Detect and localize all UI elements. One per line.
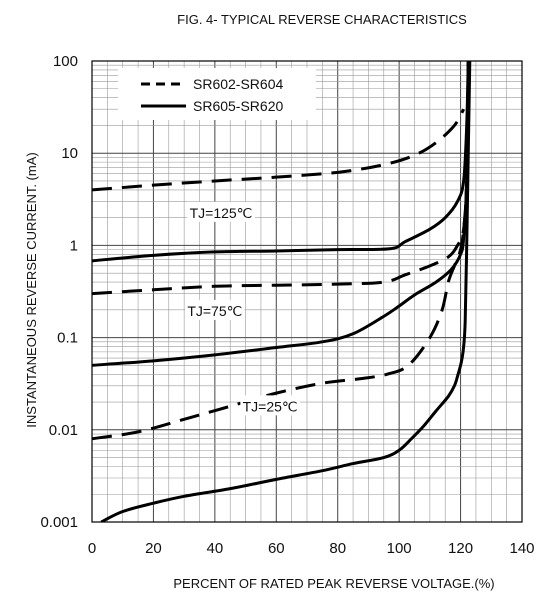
annotation-background: [185, 299, 245, 320]
legend-label-solid: SR605-SR620: [193, 98, 283, 114]
legend-label-dashed: SR602-SR604: [193, 76, 283, 92]
series-line-dashed-5: [92, 61, 470, 441]
y-tick-label: 10: [61, 145, 78, 162]
x-tick-label: 20: [145, 540, 162, 557]
series-line-dashed-1: [92, 108, 465, 192]
data-series: [92, 61, 472, 522]
annotation-background: [240, 395, 300, 416]
y-axis-label: INSTANTANEOUS REVERSE CURRENT. (mA): [24, 152, 39, 427]
x-tick-label: 60: [268, 540, 285, 557]
temperature-annotation: TJ=125℃: [190, 205, 253, 221]
grid-lines: [92, 61, 522, 522]
temperature-annotation: TJ=25℃: [243, 398, 298, 414]
series-line-solid-2: [92, 61, 470, 263]
x-tick-label: 80: [329, 540, 346, 557]
annotation-background: [186, 201, 256, 222]
chart-title: FIG. 4- TYPICAL REVERSE CHARACTERISTICS: [177, 12, 467, 27]
x-tick-label: 40: [207, 540, 224, 557]
chart-legend: SR602-SR604 SR605-SR620: [118, 68, 316, 120]
temperature-annotations: TJ=125℃ TJ=75℃ TJ=25℃: [185, 201, 300, 416]
x-tick-label: 0: [88, 540, 96, 557]
x-tick-label: 100: [387, 540, 412, 557]
temperature-annotation: TJ=75℃: [187, 303, 242, 319]
y-tick-label: 0.001: [40, 514, 78, 531]
y-tick-label: 100: [53, 53, 78, 70]
x-tick-label: 120: [448, 540, 473, 557]
y-tick-label: 0.1: [57, 330, 78, 347]
x-tick-labels: 0 20 40 60 80 100 120 140: [88, 540, 535, 557]
y-tick-labels: 0.001 0.01 0.1 1 10 100: [40, 53, 78, 531]
y-tick-label: 0.01: [49, 422, 78, 439]
plot-area-frame: [91, 60, 523, 523]
legend-box: [118, 68, 316, 120]
series-line-solid-6: [100, 61, 472, 522]
x-axis-label: PERCENT OF RATED PEAK REVERSE VOLTAGE.(%…: [173, 576, 494, 591]
x-tick-label: 140: [509, 540, 534, 557]
y-tick-label: 1: [70, 237, 78, 254]
